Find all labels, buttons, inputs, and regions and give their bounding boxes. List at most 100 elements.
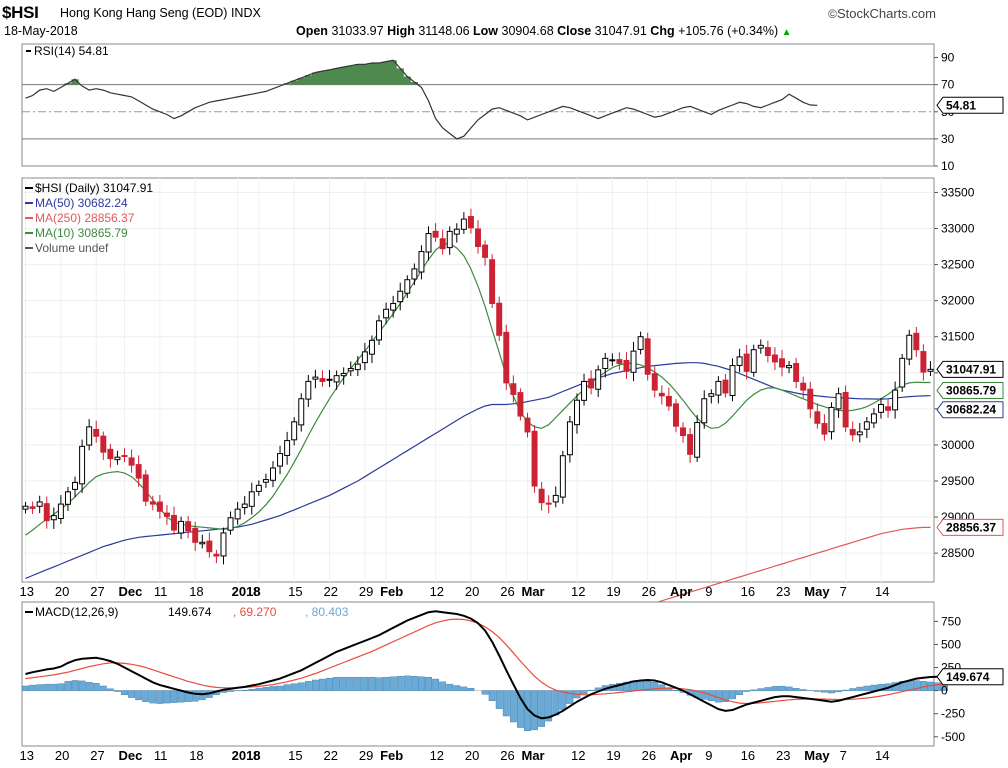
candle-body [185, 521, 192, 532]
candle-body [213, 553, 220, 557]
copyright-icon: © [828, 7, 838, 21]
candle-body [665, 395, 672, 407]
macd-histogram-bar [453, 685, 461, 691]
candle-body [842, 391, 849, 428]
candle-body [333, 375, 340, 383]
macd-x-tick-label: May [804, 748, 830, 763]
candle-body [57, 503, 64, 520]
macd-x-tick-label: 18 [189, 748, 203, 763]
candle-body [510, 383, 517, 395]
candle-body [43, 503, 50, 522]
candle-body [581, 380, 588, 401]
macd-tick-label: -250 [941, 707, 965, 721]
candle-body [574, 399, 580, 426]
candle-body [637, 336, 644, 350]
candle-body [234, 508, 241, 520]
macd-histogram-bar [135, 690, 143, 701]
price-x-tick-label: 12 [571, 584, 585, 599]
candle-body [453, 228, 460, 235]
candle-body [418, 251, 425, 273]
price-x-tick-label: 15 [288, 584, 302, 599]
macd-histogram-bar [333, 676, 341, 691]
price-x-tick-label: 13 [20, 584, 34, 599]
candle-body [340, 373, 347, 377]
macd-histogram-bar [644, 680, 652, 691]
candle-body [616, 359, 623, 364]
chg-value: +105.76 (+0.34%) [678, 24, 779, 38]
macd-legend-signal: , 69.270 [233, 605, 277, 619]
candle-body [609, 359, 616, 362]
macd-histogram-bar [509, 690, 517, 723]
macd-histogram-bar [856, 686, 864, 691]
macd-x-tick-label: 12 [430, 748, 444, 763]
candle-body [22, 505, 29, 510]
candle-body [913, 332, 920, 351]
candle-body [404, 279, 411, 294]
candle-body [72, 481, 78, 490]
macd-histogram-bar [432, 678, 440, 691]
up-arrow-icon: ▲ [781, 27, 792, 38]
candle-body [687, 434, 694, 455]
candle-body [927, 368, 934, 372]
macd-histogram-bar [750, 689, 758, 691]
macd-histogram-bar [177, 690, 185, 703]
rsi-legend: RSI(14) 54.81 [34, 44, 109, 58]
macd-histogram-bar [227, 690, 234, 692]
macd-x-tick-label: 23 [776, 748, 790, 763]
ma50-last-value: 30682.24 [946, 403, 996, 417]
macd-histogram-bar [184, 690, 192, 702]
candle-body [651, 373, 658, 391]
candle-body [885, 406, 892, 411]
price-x-tick-label: 20 [465, 584, 479, 599]
macd-histogram-bar [531, 690, 538, 731]
price-x-tick-label: 16 [741, 584, 755, 599]
macd-x-tick-label: 19 [606, 748, 620, 763]
macd-last-value: 149.674 [946, 670, 990, 684]
macd-histogram-bar [516, 690, 524, 728]
macd-histogram-bar [22, 685, 29, 691]
price-x-tick-label: Feb [380, 584, 403, 599]
candle-body [326, 378, 333, 381]
candle-body [771, 354, 778, 363]
macd-histogram-bar [559, 690, 567, 710]
macd-histogram-bar [736, 690, 744, 696]
ma50-last-value-box [936, 401, 1004, 419]
macd-histogram-bar [566, 690, 574, 704]
macd-histogram-bar [163, 690, 171, 704]
price-x-tick-label: Dec [119, 584, 143, 599]
candle-body [496, 302, 503, 336]
price-tick-label: 29500 [941, 474, 975, 488]
macd-panel [21, 601, 935, 747]
rsi-tick-label: 90 [941, 51, 955, 65]
candle-body [50, 515, 57, 521]
macd-line [25, 610, 945, 720]
candle-body [149, 501, 156, 505]
candle-body [764, 347, 771, 356]
price-last-close-box [936, 360, 1004, 378]
macd-histogram-bar [502, 690, 510, 717]
macd-histogram-bar [382, 676, 390, 691]
candle-body [142, 474, 149, 502]
candle-body [878, 404, 884, 413]
candle-body [680, 427, 686, 437]
macd-histogram-bar [799, 689, 807, 691]
price-x-tick-label: 26 [642, 584, 656, 599]
price-tick-label: 33000 [941, 222, 975, 236]
candle-body [899, 357, 906, 388]
macd-histogram-bar [78, 680, 86, 691]
macd-histogram-bar [580, 690, 588, 695]
macd-histogram-bar [99, 685, 107, 691]
macd-histogram-bar [403, 675, 411, 691]
candle-body [482, 244, 489, 258]
candle-body [439, 238, 446, 250]
macd-histogram-bar [495, 690, 503, 709]
macd-legend-hist: , 80.403 [305, 605, 349, 619]
macd-histogram-bar [269, 686, 277, 691]
candle-body [460, 218, 467, 230]
candle-body [920, 351, 927, 373]
macd-x-tick-label: 2018 [232, 748, 261, 763]
macd-histogram-bar [545, 690, 553, 722]
rsi-tick-label: 30 [941, 132, 955, 146]
macd-histogram-bar [121, 690, 128, 696]
